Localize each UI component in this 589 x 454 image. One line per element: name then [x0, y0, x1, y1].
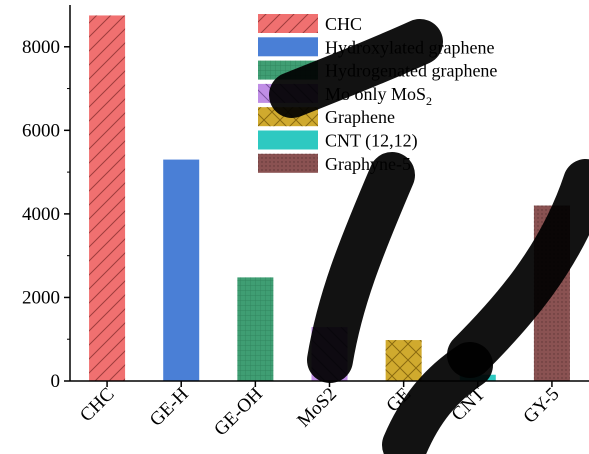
y-tick-label: 0 — [51, 371, 61, 392]
legend-swatch-hatch — [258, 14, 318, 33]
bar-ge-oh — [237, 277, 274, 381]
x-tick-label: GE-H — [146, 383, 193, 430]
bar-hatch — [89, 15, 126, 381]
legend-label: Graphene — [325, 107, 395, 127]
legend-swatch-hatch — [258, 37, 318, 57]
x-tick-label: GE-OH — [210, 383, 267, 440]
x-tick-label: GY-5 — [520, 384, 564, 428]
legend-swatch-hatch — [258, 130, 318, 150]
x-tick-labels: CHC GE-H GE-OH MoS2 GE CNT GY-5 — [76, 383, 563, 440]
x-tick-label: CHC — [76, 384, 118, 426]
y-tick-label: 4000 — [22, 204, 60, 225]
legend-item-chc: CHC — [258, 14, 362, 34]
axes-layer: 0 2000 4000 6000 8000 — [22, 5, 589, 392]
y-tick-label: 6000 — [22, 120, 60, 141]
bar-hatch — [385, 340, 422, 381]
bar-hatch — [163, 159, 200, 381]
y-tick-label: 2000 — [22, 287, 60, 308]
x-tick-label: MoS2 — [293, 384, 341, 432]
y-tick-label: 8000 — [22, 37, 60, 58]
legend-swatch-hatch — [258, 153, 318, 173]
watermark-strokes — [269, 19, 589, 454]
legend-label: CHC — [325, 14, 362, 34]
bar-hatch — [237, 277, 274, 381]
bar-ge — [385, 340, 422, 381]
legend-label: CNT (12,12) — [325, 131, 418, 152]
bar-ge-h — [163, 159, 200, 381]
bar-chc — [89, 15, 126, 381]
legend-item-cnt: CNT (12,12) — [258, 130, 418, 152]
